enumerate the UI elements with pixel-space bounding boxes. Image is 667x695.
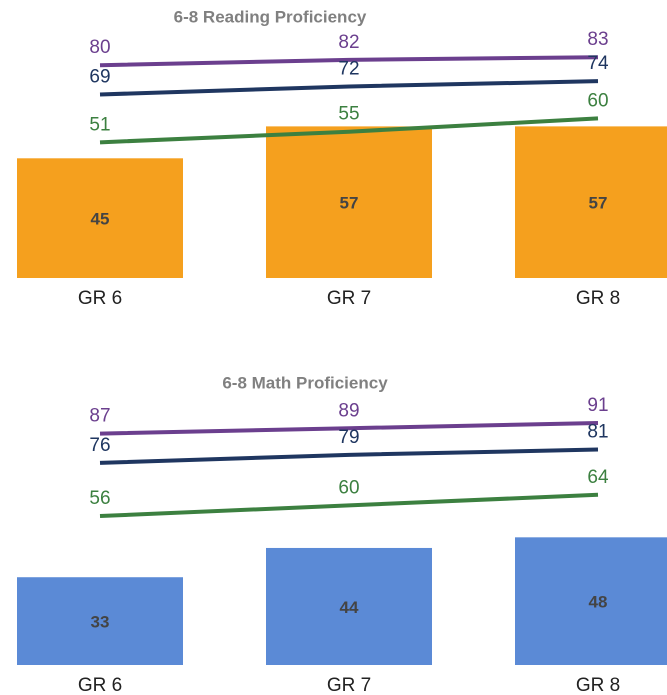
chart-title: 6-8 Reading Proficiency — [174, 7, 367, 26]
line-label: 76 — [89, 435, 110, 456]
line-label: 60 — [338, 477, 359, 498]
line-label: 60 — [587, 90, 608, 111]
x-tick-label: GR 6 — [78, 288, 122, 309]
chart-title: 6-8 Math Proficiency — [222, 373, 388, 392]
line-label: 55 — [338, 104, 359, 125]
line — [99, 447, 599, 465]
line — [99, 55, 599, 68]
line-label: 56 — [89, 488, 110, 509]
line-label: 80 — [89, 37, 110, 58]
bar — [266, 126, 432, 278]
line-label: 89 — [338, 400, 359, 421]
line-label: 79 — [338, 427, 359, 448]
x-tick-label: GR 7 — [327, 675, 371, 695]
line — [99, 79, 599, 97]
line-label: 81 — [587, 422, 608, 443]
line — [99, 420, 599, 436]
line-label: 82 — [338, 32, 359, 53]
bar — [17, 158, 183, 278]
line — [99, 492, 599, 519]
line-label: 51 — [89, 114, 110, 135]
x-tick-label: GR 8 — [576, 675, 620, 695]
bar-label: 57 — [589, 194, 608, 213]
bar — [515, 537, 667, 665]
line-label: 72 — [338, 58, 359, 79]
bar — [266, 547, 432, 665]
line-label: 74 — [587, 53, 609, 74]
line — [99, 116, 599, 145]
x-tick-label: GR 6 — [78, 675, 122, 695]
line-label: 64 — [587, 467, 609, 488]
x-tick-label: GR 8 — [576, 288, 620, 309]
line-label: 91 — [587, 395, 608, 416]
bar-label: 33 — [91, 613, 110, 632]
bar-label: 57 — [340, 194, 359, 213]
bar — [17, 577, 183, 665]
bar — [515, 126, 667, 278]
line-label: 83 — [587, 29, 608, 50]
line-label: 69 — [89, 66, 110, 87]
bar-label: 48 — [589, 593, 608, 612]
x-tick-label: GR 7 — [327, 288, 371, 309]
bar-label: 45 — [91, 210, 110, 229]
bar-label: 44 — [340, 598, 359, 617]
line-label: 87 — [89, 406, 110, 427]
